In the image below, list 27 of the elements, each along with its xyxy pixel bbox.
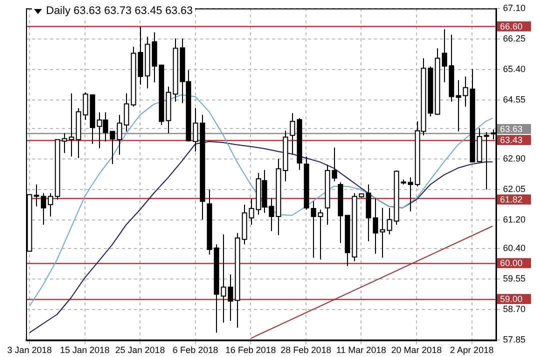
- y-tick-label: 64.55: [503, 94, 526, 104]
- x-tick-label: 25 Jan 2018: [115, 345, 165, 356]
- ref-line-label: 63.43: [500, 135, 523, 146]
- x-tick-label: 3 Jan 2018: [7, 345, 52, 356]
- y-tick-label: 65.40: [503, 64, 526, 74]
- y-tick-label: 60.40: [503, 243, 526, 254]
- y-tick-label: 66.25: [503, 33, 526, 44]
- x-tick-label: 2 Apr 2018: [450, 345, 494, 356]
- x-tick-label: 16 Feb 2018: [225, 345, 276, 356]
- ref-line-label: 59.00: [500, 294, 523, 304]
- chart-title: Daily 63.63 63.73 63.45 63.63: [46, 5, 193, 17]
- x-tick-label: 28 Feb 2018: [280, 345, 332, 356]
- y-tick-label: 59.55: [503, 274, 526, 284]
- y-tick-label: 58.70: [503, 304, 526, 314]
- x-tick-label: 6 Feb 2018: [172, 345, 218, 356]
- x-tick-label: 15 Jan 2018: [60, 345, 110, 356]
- y-tick-label: 67.10: [503, 2, 526, 13]
- x-tick-label: 20 Mar 2018: [391, 345, 442, 356]
- ref-line-label: 63.63: [500, 124, 523, 134]
- x-tick-label: 11 Mar 2018: [336, 345, 386, 356]
- ref-line-label: 66.60: [500, 21, 523, 32]
- y-tick-label: 57.85: [503, 334, 526, 345]
- ref-line-label: 60.00: [500, 258, 523, 268]
- y-tick-label: 62.05: [503, 184, 526, 194]
- ref-line-label: 61.82: [500, 194, 523, 205]
- y-tick-label: 62.90: [503, 154, 526, 164]
- y-tick-label: 61.20: [503, 214, 526, 225]
